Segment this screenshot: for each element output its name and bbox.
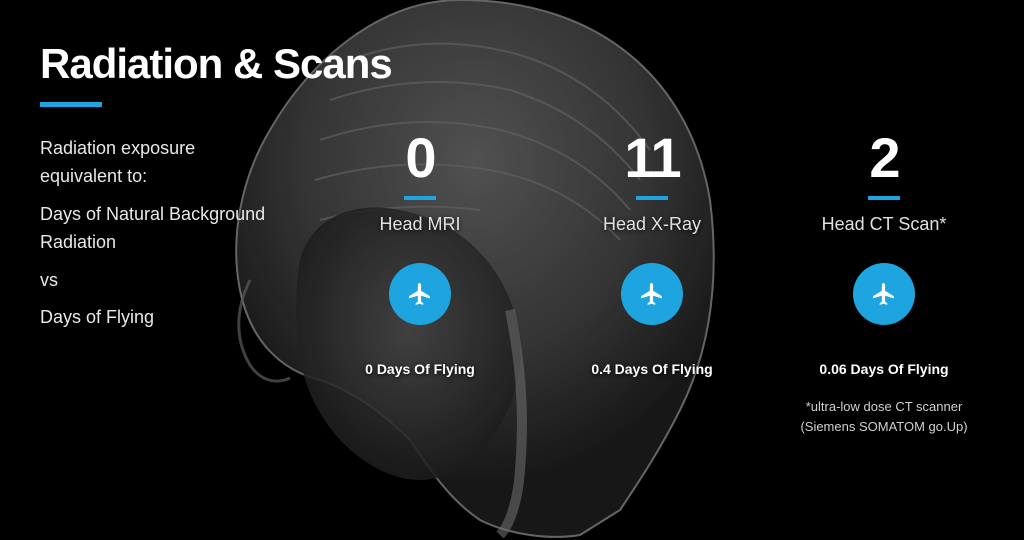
plane-icon-circle [853, 263, 915, 325]
stat-number: 2 [869, 130, 898, 186]
stat-head-mri: 0 Head MRI 0 Days Of Flying [320, 130, 520, 436]
airplane-icon [639, 281, 665, 307]
stat-underline [868, 196, 900, 200]
stat-label: Head MRI [379, 214, 460, 235]
stat-head-xray: 11 Head X-Ray 0.4 Days Of Flying [552, 130, 752, 436]
stat-number: 0 [405, 130, 434, 186]
stat-head-ct: 2 Head CT Scan* 0.06 Days Of Flying *ult… [784, 130, 984, 436]
intro-line-4: Days of Flying [40, 304, 280, 332]
stat-underline [404, 196, 436, 200]
stat-label: Head CT Scan* [822, 214, 947, 235]
plane-icon-circle [621, 263, 683, 325]
airplane-icon [407, 281, 433, 307]
footnote-text: *ultra-low dose CT scanner (Siemens SOMA… [784, 397, 984, 436]
title-underline [40, 102, 102, 107]
intro-line-3: vs [40, 267, 280, 295]
flying-days-text: 0 Days Of Flying [365, 361, 475, 377]
flying-days-text: 0.06 Days Of Flying [819, 361, 948, 377]
intro-text-block: Radiation exposure equivalent to: Days o… [40, 135, 280, 332]
stat-number: 11 [624, 130, 679, 186]
airplane-icon [871, 281, 897, 307]
stat-label: Head X-Ray [603, 214, 701, 235]
intro-line-1: Radiation exposure equivalent to: [40, 135, 280, 191]
plane-icon-circle [389, 263, 451, 325]
flying-days-text: 0.4 Days Of Flying [591, 361, 712, 377]
stats-row: 0 Head MRI 0 Days Of Flying 11 Head X-Ra… [320, 130, 984, 436]
intro-line-2: Days of Natural Background Radiation [40, 201, 280, 257]
page-title: Radiation & Scans [40, 40, 984, 88]
stat-underline [636, 196, 668, 200]
